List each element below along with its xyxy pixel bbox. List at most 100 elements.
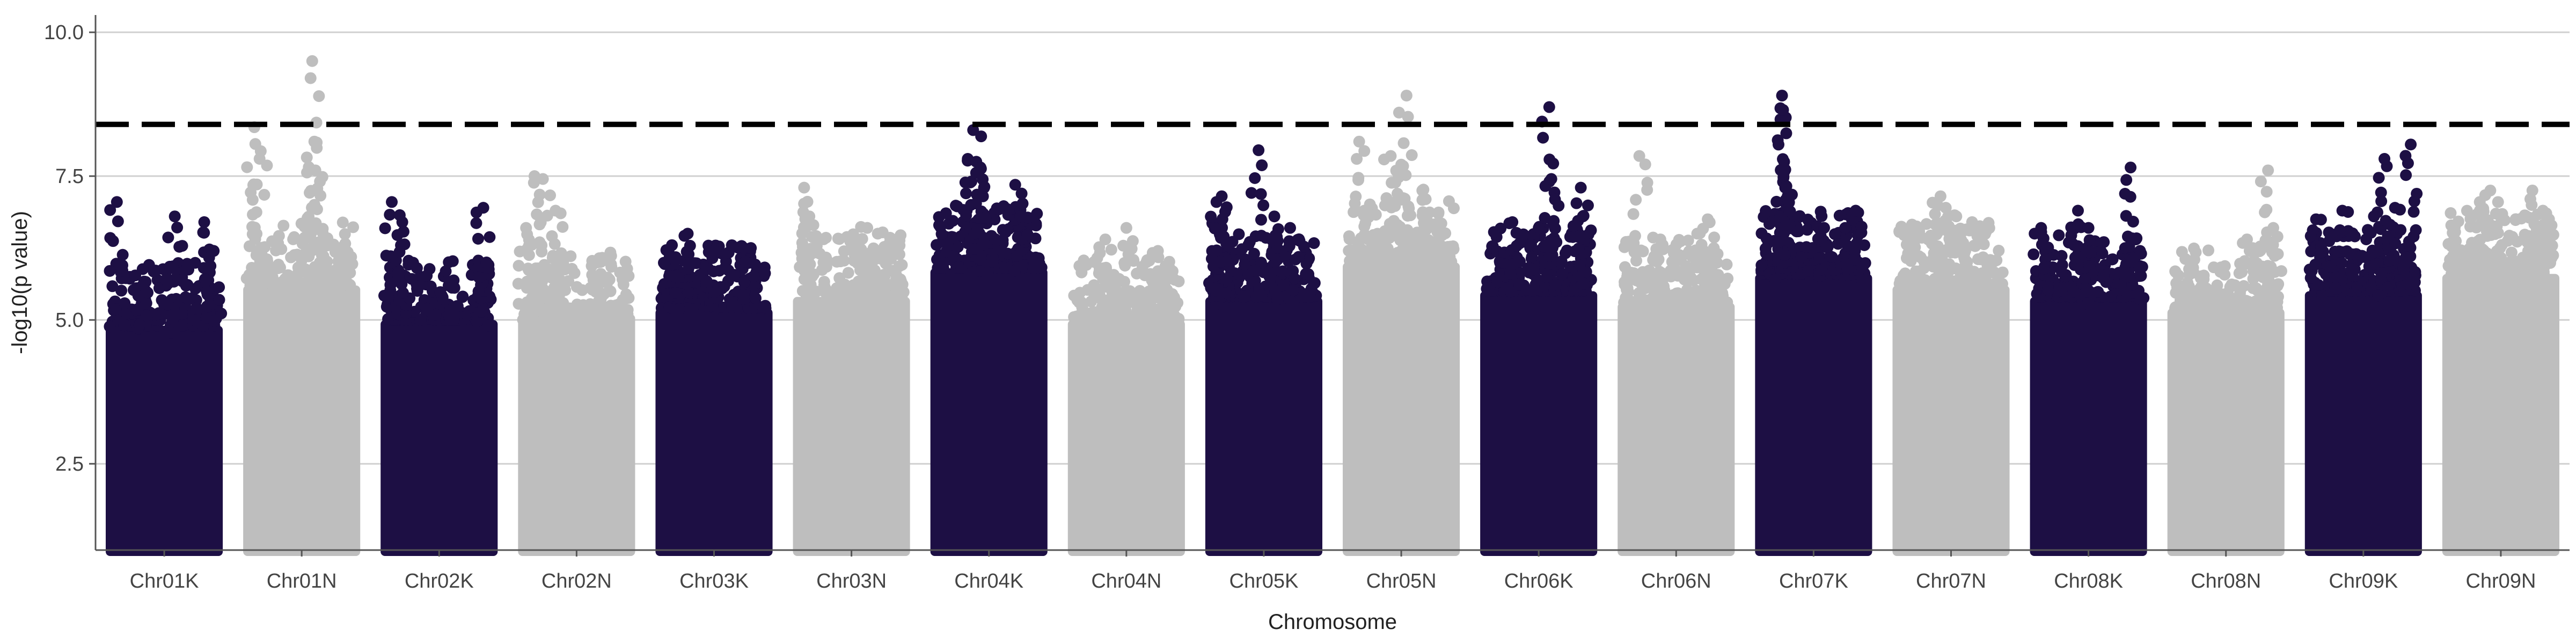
y-tick-label: 5.0	[55, 309, 84, 332]
data-point	[1850, 237, 1863, 250]
data-point	[1759, 243, 1772, 255]
data-point	[1238, 291, 1250, 303]
data-point	[718, 280, 730, 292]
data-point	[966, 266, 978, 279]
data-point	[200, 274, 212, 287]
data-point	[2188, 242, 2200, 254]
data-point	[1249, 172, 1261, 184]
data-point	[834, 255, 846, 268]
peak-point	[169, 210, 181, 223]
data-point	[1271, 293, 1284, 305]
data-point	[475, 305, 488, 318]
data-point	[1381, 243, 1393, 255]
data-point	[2262, 310, 2274, 322]
peak-point	[1400, 90, 1413, 102]
data-point	[594, 312, 606, 325]
data-point	[106, 280, 119, 292]
data-point	[1030, 219, 1042, 232]
y-tick-label: 7.5	[55, 165, 84, 188]
data-point	[605, 258, 617, 270]
data-point	[2176, 246, 2188, 258]
peak-point	[1506, 216, 1519, 228]
data-point	[876, 292, 888, 304]
data-point	[2221, 287, 2234, 299]
data-point	[255, 262, 267, 275]
data-point	[1769, 273, 1781, 286]
data-point	[868, 279, 880, 291]
data-point	[1625, 267, 1637, 279]
data-point	[1539, 212, 1551, 224]
data-point	[2411, 187, 2423, 200]
data-point	[2259, 234, 2272, 246]
peak-point	[745, 242, 757, 254]
data-point	[382, 313, 394, 325]
data-point	[1119, 259, 1131, 272]
data-point	[1677, 294, 1689, 306]
data-point	[2351, 281, 2363, 294]
data-point	[1210, 284, 1222, 297]
data-point	[2399, 251, 2412, 264]
data-point	[728, 269, 741, 281]
dense-point-cloud	[1067, 320, 1185, 556]
peak-point	[1849, 204, 1862, 217]
data-point	[879, 280, 891, 292]
data-point	[1816, 264, 1828, 276]
peak-point	[1268, 210, 1280, 223]
data-point	[1173, 275, 1185, 288]
data-point	[104, 265, 116, 277]
data-point	[1272, 223, 1284, 235]
data-point	[1528, 264, 1540, 276]
data-point	[2219, 268, 2231, 281]
data-point	[2067, 286, 2080, 298]
data-point	[894, 276, 906, 289]
data-point	[2535, 274, 2548, 287]
x-tick-label: Chr01N	[267, 570, 337, 592]
data-point	[1021, 229, 1034, 241]
data-point	[896, 259, 908, 271]
data-point	[1399, 193, 1411, 205]
data-point	[179, 291, 192, 303]
data-point	[1585, 224, 1597, 237]
data-point	[1936, 257, 1948, 269]
peak-point	[550, 204, 562, 217]
data-point	[1898, 229, 1910, 241]
data-point	[555, 247, 567, 259]
peak-point	[2082, 222, 2095, 234]
peak-point	[666, 239, 678, 251]
peak-point	[2336, 204, 2348, 217]
data-point	[2403, 278, 2415, 290]
data-point	[2083, 246, 2095, 258]
peak-point	[2072, 204, 2084, 217]
data-point	[1903, 279, 1915, 291]
data-point	[1074, 287, 1086, 299]
x-tick-label: Chr01K	[130, 570, 199, 592]
data-point	[1674, 235, 1687, 247]
peak-point	[1839, 222, 1851, 234]
data-point	[557, 221, 569, 233]
data-point	[1440, 253, 1453, 266]
grid-lines	[96, 31, 2570, 465]
peak-point	[1777, 104, 1789, 116]
data-point	[473, 272, 485, 284]
data-point	[2344, 248, 2356, 260]
data-point	[987, 255, 999, 268]
data-point	[2449, 226, 2461, 238]
data-point	[2409, 266, 2421, 278]
data-point	[619, 308, 631, 320]
data-point	[1687, 274, 1700, 287]
data-point	[1081, 314, 1094, 326]
data-point	[112, 215, 124, 228]
data-point	[131, 303, 143, 316]
data-point	[1972, 275, 1985, 288]
data-point	[1946, 246, 1958, 258]
data-point	[2123, 270, 2135, 283]
data-point	[1144, 301, 1157, 313]
data-point	[801, 261, 813, 274]
dense-point-cloud	[2442, 274, 2559, 557]
data-point	[292, 278, 305, 290]
data-point	[840, 231, 853, 243]
data-point	[1105, 244, 1117, 256]
data-point	[1547, 241, 1559, 254]
x-tick-label: Chr07K	[1779, 570, 1848, 592]
